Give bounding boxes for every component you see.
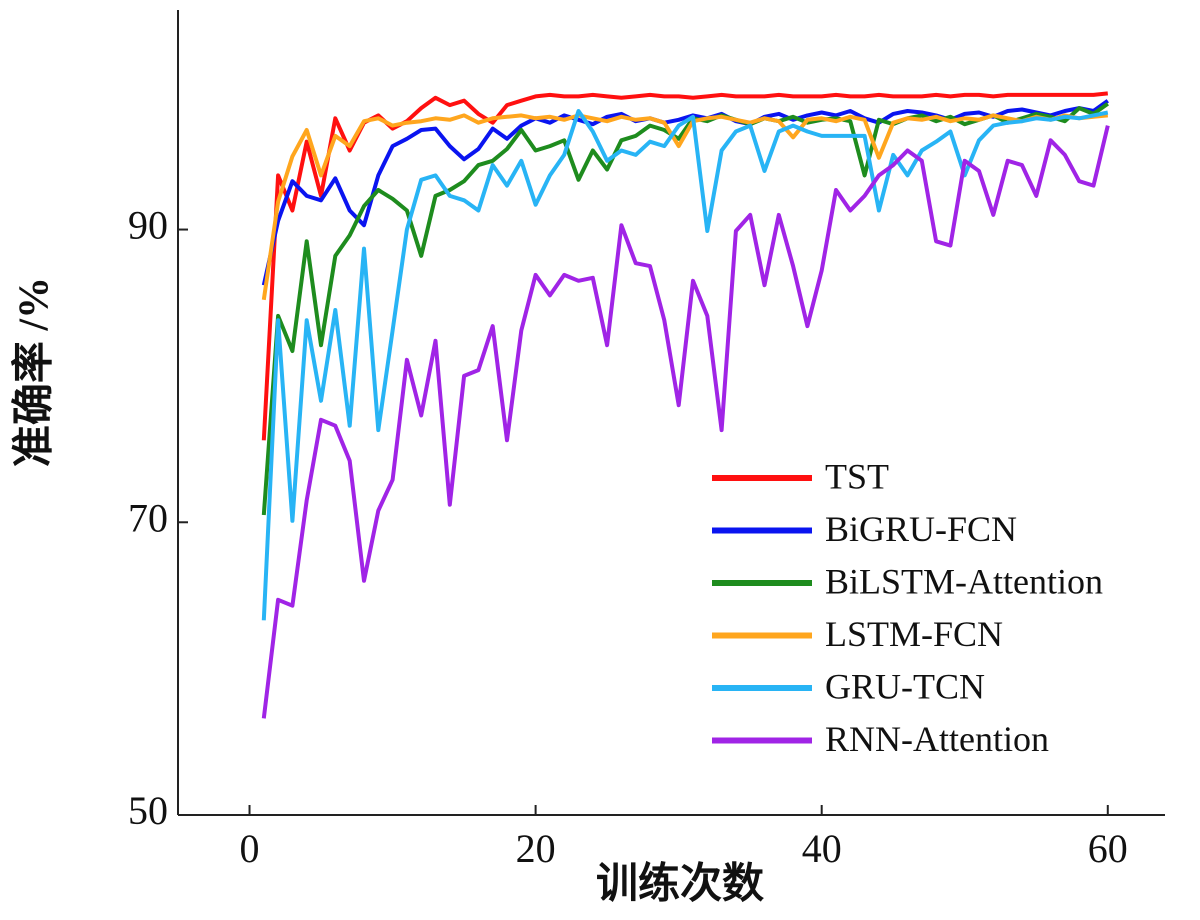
x-tick-label: 40 (802, 826, 842, 871)
legend-label: BiGRU-FCN (825, 509, 1017, 549)
legend-label: LSTM-FCN (825, 614, 1003, 654)
legend-label: RNN-Attention (825, 719, 1049, 759)
series-line (261, 113, 1108, 301)
series-line (261, 102, 1109, 516)
series-line (261, 99, 1109, 286)
y-tick-label: 90 (128, 203, 168, 248)
y-axis-label: 准确率 /% (11, 277, 58, 467)
series-line (261, 109, 1109, 621)
legend-label: BiLSTM-Attention (825, 561, 1103, 601)
legend-label: TST (825, 456, 889, 496)
series-line (261, 125, 1110, 719)
series-line (261, 91, 1109, 441)
x-tick-label: 60 (1088, 826, 1128, 871)
legend-label: GRU-TCN (825, 666, 985, 706)
y-tick-label: 50 (128, 788, 168, 833)
x-tick-label: 0 (240, 826, 260, 871)
y-tick-label: 70 (128, 495, 168, 540)
x-axis-label: 训练次数 (596, 861, 764, 908)
x-tick-label: 20 (516, 826, 556, 871)
